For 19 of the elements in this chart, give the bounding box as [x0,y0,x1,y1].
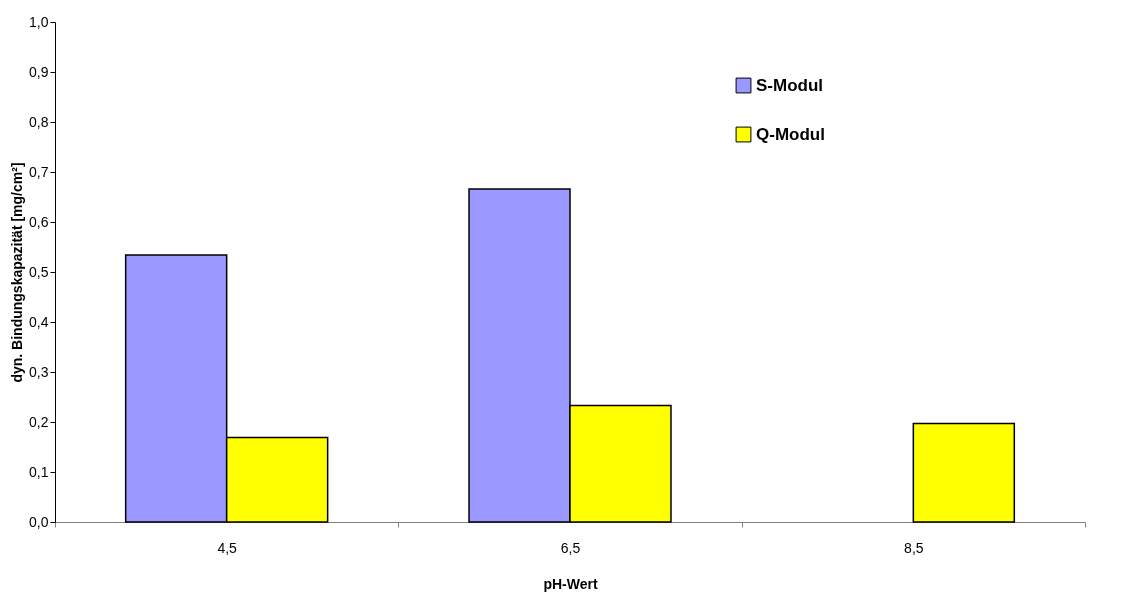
y-tick-label: 0,2 [29,413,49,430]
y-tick-label: 0,9 [29,63,49,80]
y-tick-label: 0,8 [29,113,49,130]
x-axis-title: pH-Wert [543,575,598,592]
legend-label: S-Modul [756,75,824,95]
legend-label: Q-Modul [756,124,825,144]
y-tick-label: 0,7 [29,163,49,180]
y-tick-label: 0,3 [29,363,49,380]
y-tick-label: 0,1 [29,463,49,480]
y-tick-label: 0,0 [29,513,49,530]
y-tick-label: 1,0 [29,13,49,30]
y-axis-title: dyn. Bindungskapazität [mg/cm²] [9,162,26,383]
y-tick-label: 0,6 [29,213,49,230]
y-tick-label: 0,5 [29,263,49,280]
x-tick-label: 4,5 [217,539,238,556]
x-tick-label: 6,5 [560,539,581,556]
x-tick-label: 8,5 [904,539,924,556]
y-tick-label: 0,4 [29,313,49,330]
bar [912,422,1016,523]
